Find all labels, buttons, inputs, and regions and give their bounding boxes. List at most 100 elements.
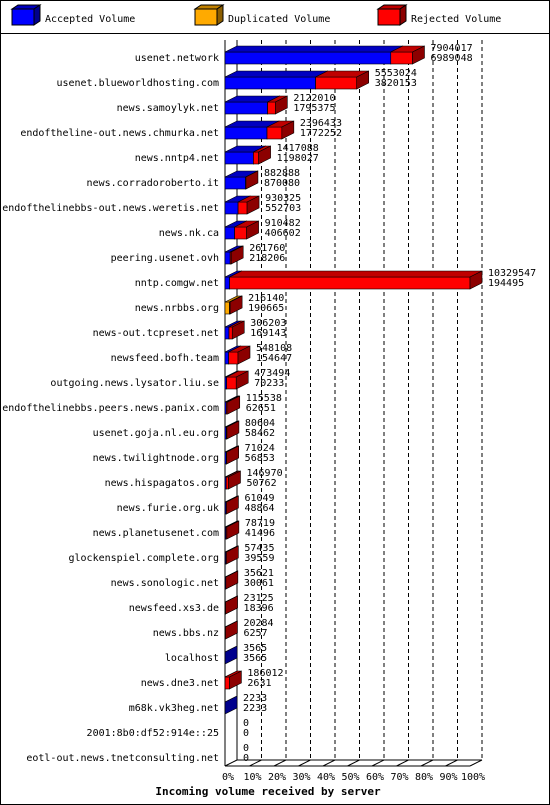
y-tick-label: news.furie.org.uk [117, 503, 219, 514]
legend-label: Rejected Volume [411, 14, 501, 25]
y-tick-label: peering.usenet.ovh [111, 253, 219, 264]
rejected-bar-face [228, 470, 241, 490]
y-tick-label: endofthelinebbs-out.news.weretis.net [2, 203, 219, 214]
rejected-bar [224, 670, 242, 690]
y-tick-label: eotl-out.news.tnetconsulting.net [26, 753, 219, 764]
x-tick [298, 759, 311, 767]
x-tick-label: 80% [415, 772, 433, 783]
accepted-bar [224, 645, 238, 665]
x-tick [273, 759, 287, 767]
y-tick-label: outgoing.news.lysator.liu.se [50, 378, 219, 389]
value-label: 20284 [243, 618, 273, 629]
value-label: 48864 [244, 503, 274, 514]
rejected-bar-face [235, 370, 249, 390]
rejected-bar-face [390, 51, 413, 65]
rejected-bar-face [258, 145, 271, 165]
value-label: 23125 [244, 593, 274, 604]
rejected-bar [225, 495, 239, 515]
x-tick-label: 30% [292, 772, 310, 783]
value-label: 39559 [244, 553, 274, 564]
accepted-bar-face [224, 645, 238, 665]
y-tick-label: news.corradoroberto.it [87, 178, 219, 189]
value-label: 56853 [245, 453, 275, 464]
accepted-bar-face [224, 70, 328, 78]
rejected-bar [225, 470, 241, 490]
rejected-bar [225, 595, 238, 615]
y-tick-label: m68k.vk3heg.net [129, 703, 219, 714]
rejected-bar-face [469, 270, 483, 290]
rejected-bar-face [356, 70, 370, 90]
value-label: 870080 [264, 178, 300, 189]
rejected-bar [229, 270, 483, 290]
value-label: 0 [243, 743, 249, 754]
value-label: 0 [243, 753, 249, 764]
value-label: 1772252 [300, 128, 342, 139]
accepted-bar-face [224, 51, 392, 65]
rejected-bar [228, 320, 245, 340]
value-label: 0 [243, 718, 249, 729]
rejected-bar-face [229, 295, 243, 315]
rejected-bar [229, 245, 244, 265]
accepted-bar-face [224, 695, 238, 715]
value-label: 10329547 [488, 268, 536, 279]
rejected-bar [226, 370, 249, 390]
rejected-bar-face [227, 395, 241, 415]
rejected-bar-face [266, 126, 283, 140]
rejected-bar [228, 345, 251, 365]
accepted-bar-face [224, 276, 230, 290]
rejected-bar-face [225, 620, 238, 640]
y-tick-label: endofthelinebbs.peers.news.panix.com [2, 403, 219, 414]
accepted-bar-face [224, 76, 316, 90]
rejected-bar-face [245, 170, 259, 190]
y-tick-label: news-out.tcpreset.net [93, 328, 219, 339]
legend-swatch [194, 8, 218, 26]
rejected-bar-face [237, 201, 248, 215]
value-label: 6257 [243, 628, 267, 639]
rejected-bar [226, 445, 239, 465]
value-label: 62651 [246, 403, 276, 414]
accepted-bar-face [224, 226, 235, 240]
y-tick-label: news.planetusenet.com [93, 528, 219, 539]
y-tick-label: usenet.blueworldhosting.com [56, 78, 219, 89]
rejected-bar-face [226, 420, 240, 440]
value-label: 78719 [245, 518, 275, 529]
y-tick-label: news.sonologic.net [111, 578, 219, 589]
y-tick-label: localhost [165, 653, 219, 664]
value-label: 57435 [244, 543, 274, 554]
value-label: 3565 [243, 653, 267, 664]
rejected-bar-face [226, 376, 237, 390]
rejected-bar-face [225, 570, 239, 590]
x-tick [396, 759, 409, 767]
rejected-bar-face [225, 595, 238, 615]
rejected-bar-face [229, 270, 483, 278]
y-tick-label: news.bbs.nz [153, 628, 219, 639]
value-label: 548108 [256, 343, 292, 354]
rejected-bar-face [226, 445, 239, 465]
rejected-bar-face [229, 276, 471, 290]
rejected-bar-face [412, 45, 425, 65]
value-label: 154647 [256, 353, 292, 364]
value-label: 0 [243, 728, 249, 739]
rejected-bar-face [229, 670, 242, 690]
y-tick-label: usenet.network [135, 53, 219, 64]
value-label: 473494 [254, 368, 290, 379]
y-tick-label: news.nrbbs.org [135, 303, 219, 314]
value-label: 35621 [244, 568, 274, 579]
accepted-bar-face [224, 301, 230, 315]
legend-swatch [377, 8, 401, 26]
value-label: 7904017 [430, 43, 472, 54]
rejected-bar [224, 620, 238, 640]
rejected-bar-face [253, 151, 259, 165]
value-label: 194495 [488, 278, 524, 289]
rejected-bar-face [224, 676, 230, 690]
accepted-bar-face [224, 151, 254, 165]
x-tick-label: 20% [268, 772, 286, 783]
value-label: 1198027 [277, 153, 319, 164]
value-label: 58462 [245, 428, 275, 439]
value-label: 186012 [247, 668, 283, 679]
rejected-bar-face [246, 220, 259, 240]
x-tick-label: 50% [341, 772, 359, 783]
y-tick-label: glockenspiel.complete.org [68, 553, 219, 564]
x-tick-label: 60% [366, 772, 384, 783]
x-tick [371, 759, 385, 767]
